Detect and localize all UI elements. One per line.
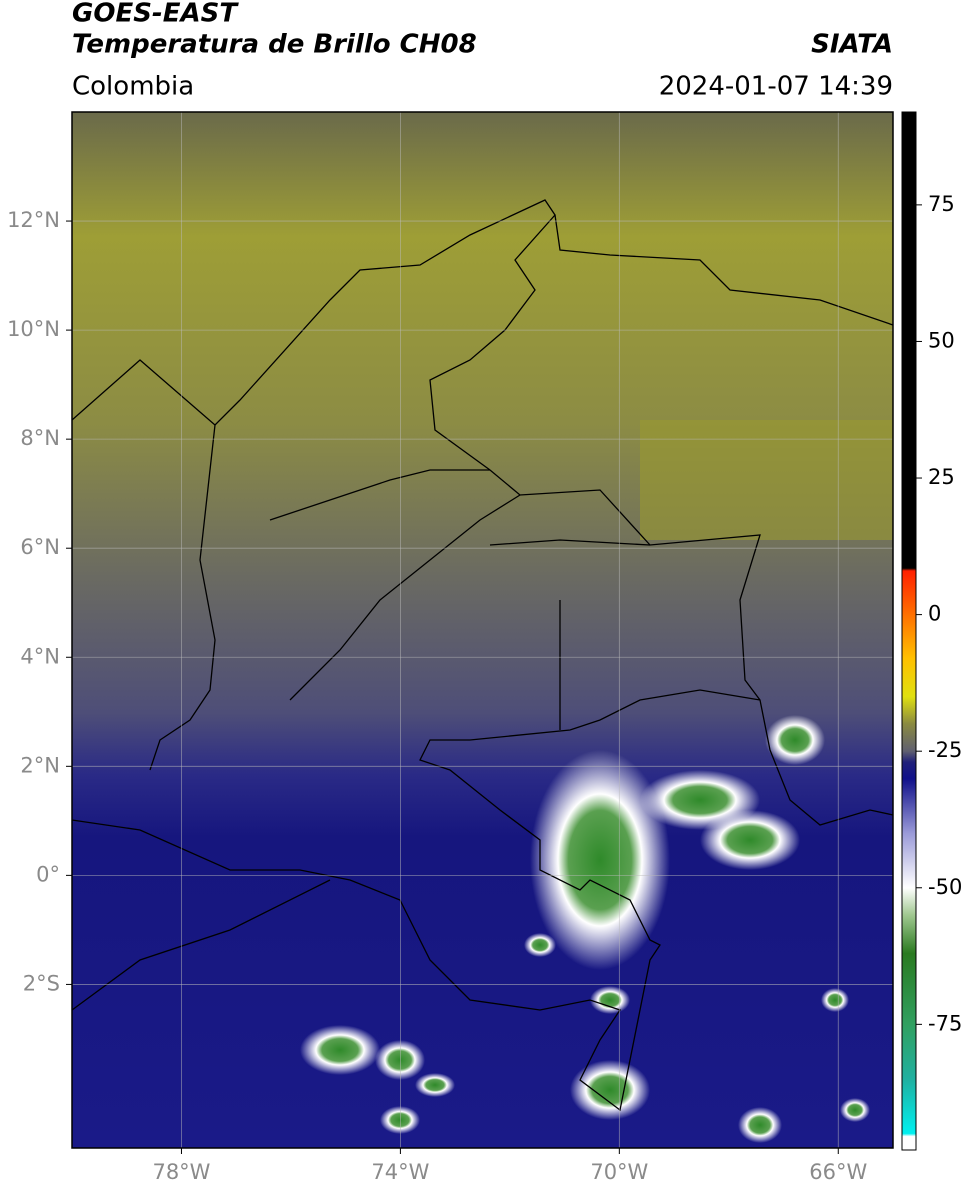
x-tick-label: 74°W bbox=[371, 1160, 429, 1184]
y-tick-label: 2°S bbox=[23, 971, 60, 995]
y-tick-label: 6°N bbox=[20, 535, 60, 559]
map-area bbox=[71, 111, 894, 1149]
colorbar-tick-label: 25 bbox=[928, 465, 955, 489]
y-tick-label: 2°N bbox=[20, 753, 60, 777]
colorbar-tick-label: -25 bbox=[928, 738, 962, 762]
colorbar bbox=[901, 111, 917, 1151]
y-tick-label: 10°N bbox=[7, 317, 60, 341]
timestamp: 2024-01-07 14:39 bbox=[659, 72, 893, 102]
colorbar-tick-label: 50 bbox=[928, 328, 955, 352]
cloud-band bbox=[640, 420, 893, 540]
y-tick-label: 8°N bbox=[20, 426, 60, 450]
title: GOES-EAST bbox=[72, 0, 239, 29]
x-tick-label: 70°W bbox=[590, 1160, 648, 1184]
x-tick-label: 78°W bbox=[152, 1160, 210, 1184]
brand: SIATA bbox=[811, 30, 893, 60]
grid bbox=[72, 112, 893, 1148]
cloud-cells bbox=[300, 715, 870, 1143]
subtitle: Temperatura de Brillo CH08 bbox=[72, 30, 477, 60]
y-tick-label: 4°N bbox=[20, 644, 60, 668]
region: Colombia bbox=[72, 72, 194, 102]
x-tick-label: 66°W bbox=[809, 1160, 867, 1184]
colorbar-tick-label: 0 bbox=[928, 602, 941, 626]
colorbar-tick-label: -50 bbox=[928, 875, 962, 899]
colorbar-tick-label: 75 bbox=[928, 192, 955, 216]
map-background bbox=[72, 112, 893, 1148]
map-frame bbox=[71, 111, 894, 1149]
borders bbox=[71, 199, 894, 1112]
y-tick-label: 12°N bbox=[7, 208, 60, 232]
colorbar-tick-label: -75 bbox=[928, 1011, 962, 1035]
y-tick-label: 0° bbox=[36, 862, 60, 886]
